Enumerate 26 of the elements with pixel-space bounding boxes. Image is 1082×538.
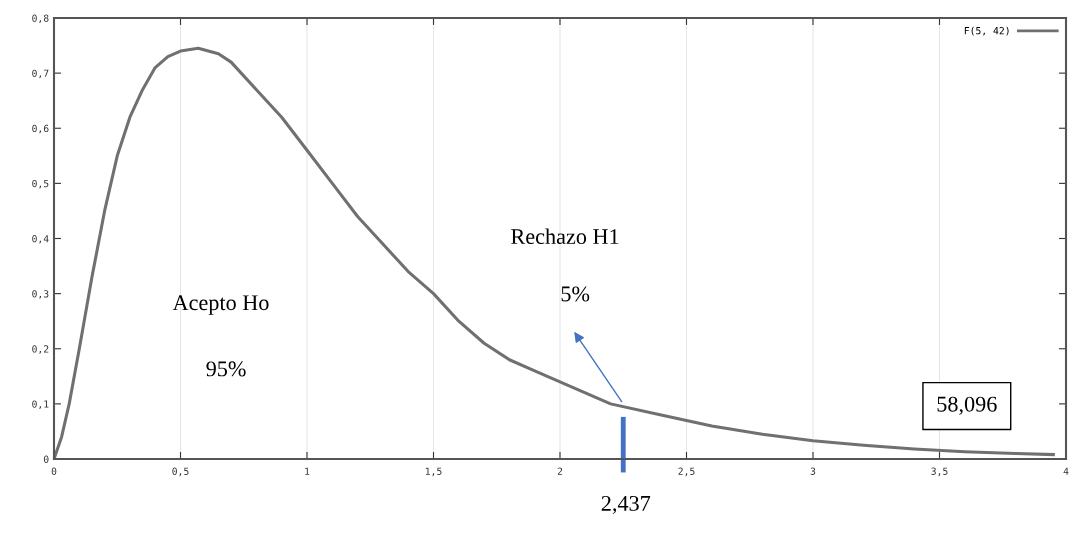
y-tick-label: 0: [43, 455, 49, 463]
x-tick-label: 0,5: [172, 467, 189, 477]
y-tick-label: 0,1: [32, 400, 49, 409]
text: 2,437: [601, 495, 651, 515]
y-tick-label: 0,7: [32, 69, 49, 79]
x-tick-label: 1: [305, 467, 310, 475]
y-tick-label: 0,5: [32, 179, 49, 189]
y-tick-label: 0,8: [32, 14, 49, 24]
annotation: Rechazo H1: [511, 228, 619, 245]
x-tick-label: 1,5: [425, 467, 442, 477]
x-tick-label: 3: [810, 467, 816, 475]
annotation: Acepto Ho: [172, 295, 269, 315]
y-tick-label: 0,4: [32, 235, 49, 244]
y-tick-label: 0,3: [32, 290, 49, 299]
x-tick-label: 2: [557, 467, 563, 475]
annotation: 95%: [206, 361, 246, 377]
x-tick-label: 3,5: [931, 467, 948, 477]
x-tick-label: 2,5: [678, 467, 695, 477]
x-tick-label: 0: [51, 467, 57, 475]
annotation: 5%: [561, 286, 590, 302]
y-tick-label: 0,2: [32, 345, 49, 354]
x-tick-label: 4: [1063, 467, 1069, 475]
line-series: [54, 46, 1055, 459]
legend-label: F(5, 42): [964, 26, 1009, 36]
annotation: 58,096: [937, 396, 997, 415]
y-tick-label: 0,6: [32, 124, 49, 134]
